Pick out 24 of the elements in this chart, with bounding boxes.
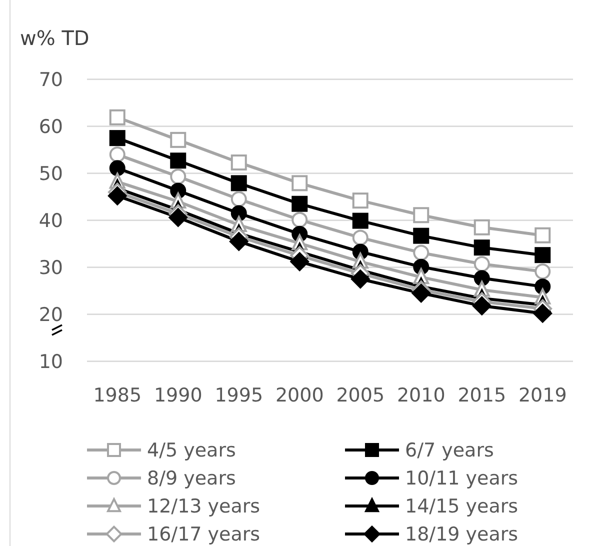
x-tick-label: 1990 [154, 384, 202, 407]
x-tick-label: 2005 [336, 384, 385, 407]
x-tick-label: 2010 [396, 384, 446, 407]
legend-label: 10/11 years [405, 468, 518, 490]
x-tick-label: 2015 [458, 384, 506, 407]
y-tick-label: 30 [38, 256, 63, 279]
x-tick-label: 1995 [214, 384, 264, 407]
x-tick-label: 1985 [93, 384, 142, 407]
y-tick-label: 20 [38, 304, 63, 326]
y-tick-label: 40 [38, 210, 63, 232]
y-axis-title: w% TD [20, 26, 90, 50]
legend-label: 18/19 years [405, 524, 518, 546]
y-tick-label: 70 [38, 68, 63, 91]
x-tick-label: 2019 [518, 384, 567, 407]
x-tick-label: 2000 [275, 384, 324, 407]
legend-label: 12/13 years [147, 496, 260, 518]
legend-label: 8/9 years [147, 468, 236, 490]
legend-label: 14/15 years [405, 496, 518, 518]
legend-label: 6/7 years [405, 440, 494, 462]
y-tick-label: 60 [38, 116, 63, 138]
legend-label: 16/17 years [147, 524, 260, 546]
y-tick-label: 10 [38, 350, 63, 373]
y-tick-label: 50 [38, 162, 63, 185]
legend-label: 4/5 years [147, 440, 236, 462]
